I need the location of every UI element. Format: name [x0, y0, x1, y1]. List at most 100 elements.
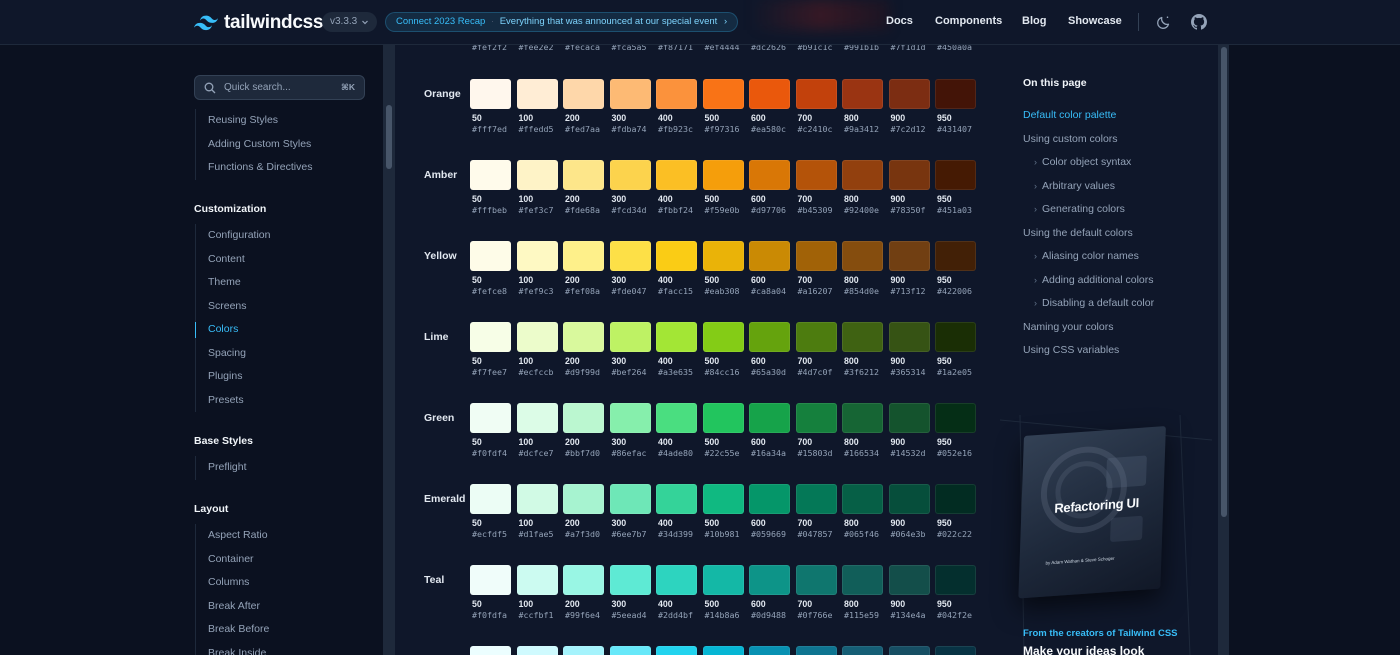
color-swatch[interactable]: [563, 484, 604, 514]
color-swatch[interactable]: [563, 565, 604, 595]
theme-toggle-icon[interactable]: [1156, 14, 1172, 30]
color-swatch[interactable]: [888, 322, 930, 352]
color-swatch[interactable]: [470, 484, 511, 514]
toc-item[interactable]: › Color object syntax: [1034, 156, 1131, 168]
color-swatch[interactable]: [842, 403, 883, 433]
color-swatch[interactable]: [749, 565, 790, 595]
sidebar-item-reusing-styles[interactable]: Reusing Styles: [208, 114, 279, 126]
color-swatch[interactable]: [563, 79, 604, 109]
color-swatch[interactable]: [888, 646, 930, 655]
color-swatch[interactable]: [842, 565, 883, 595]
sidebar-item-content[interactable]: Content: [208, 252, 245, 265]
toc-item[interactable]: › Arbitrary values: [1034, 180, 1115, 192]
color-swatch[interactable]: [702, 403, 744, 433]
color-swatch[interactable]: [842, 79, 883, 109]
color-swatch[interactable]: [656, 646, 697, 655]
sidebar-scrollbar-thumb[interactable]: [386, 105, 392, 169]
color-swatch[interactable]: [795, 79, 837, 109]
nav-showcase[interactable]: Showcase: [1068, 15, 1122, 27]
color-swatch[interactable]: [470, 241, 511, 271]
color-swatch[interactable]: [656, 403, 697, 433]
color-swatch[interactable]: [609, 322, 651, 352]
color-swatch[interactable]: [888, 484, 930, 514]
color-swatch[interactable]: [888, 403, 930, 433]
color-swatch[interactable]: [609, 403, 651, 433]
color-swatch[interactable]: [842, 160, 883, 190]
color-swatch[interactable]: [888, 565, 930, 595]
color-swatch[interactable]: [470, 322, 511, 352]
quick-search[interactable]: Quick search... ⌘K: [194, 75, 365, 100]
color-swatch[interactable]: [888, 160, 930, 190]
color-swatch[interactable]: [749, 322, 790, 352]
nav-blog[interactable]: Blog: [1022, 15, 1047, 27]
github-icon[interactable]: [1191, 14, 1207, 30]
toc-item[interactable]: Using the default colors: [1023, 227, 1133, 239]
color-swatch[interactable]: [702, 322, 744, 352]
color-swatch[interactable]: [749, 403, 790, 433]
color-swatch[interactable]: [842, 484, 883, 514]
content-scrollbar-thumb[interactable]: [1221, 47, 1227, 517]
color-swatch[interactable]: [656, 160, 697, 190]
color-swatch[interactable]: [516, 565, 558, 595]
color-swatch[interactable]: [516, 484, 558, 514]
toc-item[interactable]: Naming your colors: [1023, 321, 1113, 333]
color-swatch[interactable]: [470, 79, 511, 109]
toc-item[interactable]: › Disabling a default color: [1034, 297, 1154, 309]
sidebar-item-break-after[interactable]: Break After: [208, 599, 260, 612]
nav-components[interactable]: Components: [935, 15, 1003, 27]
nav-docs[interactable]: Docs: [886, 15, 913, 27]
color-swatch[interactable]: [609, 79, 651, 109]
sidebar-item-preflight[interactable]: Preflight: [208, 461, 247, 473]
color-swatch[interactable]: [749, 160, 790, 190]
color-swatch[interactable]: [842, 241, 883, 271]
color-swatch[interactable]: [888, 241, 930, 271]
color-swatch[interactable]: [749, 79, 790, 109]
toc-item[interactable]: Using CSS variables: [1023, 344, 1119, 356]
color-swatch[interactable]: [795, 160, 837, 190]
color-swatch[interactable]: [749, 484, 790, 514]
color-swatch[interactable]: [795, 241, 837, 271]
toc-item[interactable]: Default color palette: [1023, 109, 1116, 121]
refactoring-ui-book[interactable]: Refactoring UI by Adam Wathan & Steve Sc…: [1018, 426, 1166, 599]
sidebar-item-presets[interactable]: Presets: [208, 393, 244, 406]
logo[interactable]: tailwindcss: [194, 12, 323, 34]
sidebar-item-break-before[interactable]: Break Before: [208, 623, 270, 635]
color-swatch[interactable]: [563, 160, 604, 190]
sidebar-item-aspect-ratio[interactable]: Aspect Ratio: [208, 529, 268, 541]
color-swatch[interactable]: [609, 241, 651, 271]
color-swatch[interactable]: [470, 565, 511, 595]
color-swatch[interactable]: [935, 160, 976, 190]
color-swatch[interactable]: [842, 322, 883, 352]
color-swatch[interactable]: [609, 160, 651, 190]
version-selector[interactable]: v3.3.3: [322, 12, 378, 32]
toc-item[interactable]: › Adding additional colors: [1034, 274, 1154, 286]
sidebar-item-theme[interactable]: Theme: [208, 276, 241, 288]
color-swatch[interactable]: [609, 565, 651, 595]
sidebar-item-break-inside[interactable]: Break Inside: [208, 646, 267, 655]
color-swatch[interactable]: [702, 565, 744, 595]
color-swatch[interactable]: [935, 79, 976, 109]
color-swatch[interactable]: [516, 403, 558, 433]
color-swatch[interactable]: [656, 322, 697, 352]
color-swatch[interactable]: [935, 565, 976, 595]
sidebar-item-adding-custom-styles[interactable]: Adding Custom Styles: [208, 137, 312, 150]
color-swatch[interactable]: [795, 322, 837, 352]
color-swatch[interactable]: [795, 403, 837, 433]
color-swatch[interactable]: [935, 241, 976, 271]
color-swatch[interactable]: [470, 160, 511, 190]
color-swatch[interactable]: [563, 241, 604, 271]
toc-item[interactable]: Using custom colors: [1023, 133, 1118, 145]
color-swatch[interactable]: [702, 484, 744, 514]
sidebar-item-plugins[interactable]: Plugins: [208, 370, 243, 382]
color-swatch[interactable]: [563, 646, 604, 655]
color-swatch[interactable]: [749, 241, 790, 271]
sidebar-item-colors[interactable]: Colors: [194, 318, 270, 342]
sidebar-scrollbar[interactable]: [383, 45, 395, 655]
color-swatch[interactable]: [563, 322, 604, 352]
sidebar-item-container[interactable]: Container: [208, 552, 254, 565]
color-swatch[interactable]: [935, 646, 976, 655]
color-swatch[interactable]: [516, 241, 558, 271]
color-swatch[interactable]: [516, 646, 558, 655]
color-swatch[interactable]: [470, 646, 511, 655]
color-swatch[interactable]: [516, 79, 558, 109]
